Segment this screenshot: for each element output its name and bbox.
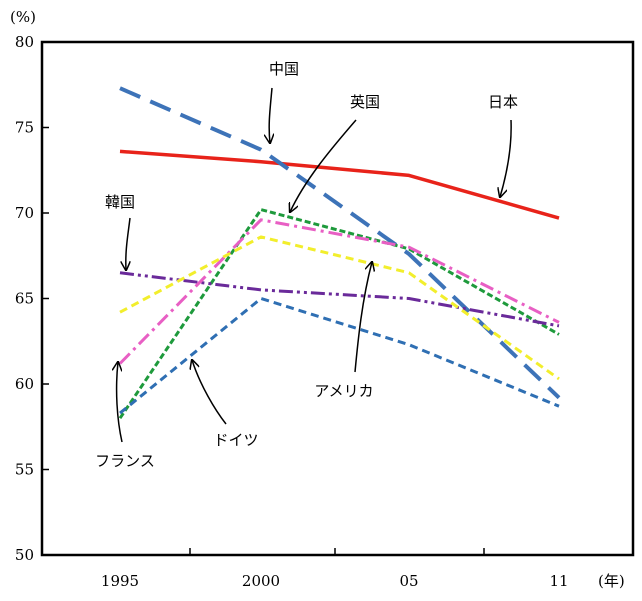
y-tick-label: 65: [15, 290, 34, 308]
series-line-6: [119, 297, 560, 415]
annotation-arrows: [117, 87, 512, 443]
annotation-arrow: [500, 119, 512, 197]
series-label-6: ドイツ: [213, 431, 258, 449]
series-line-2: [118, 208, 560, 420]
series-label-3: 韓国: [105, 193, 135, 211]
series-line-3: [119, 271, 560, 328]
series-label-2: 英国: [350, 93, 380, 111]
plot-frame: [40, 40, 635, 557]
annotation-arrow: [354, 262, 372, 373]
y-tick-label: 70: [15, 204, 34, 222]
axes: 50 55 60 65 70 75 80 (%) 1995 2000 05 11 (年): [10, 8, 635, 590]
y-tick-label: 55: [15, 461, 34, 479]
y-tick-label: 50: [15, 546, 34, 564]
series-lines: [118, 86, 561, 420]
annotation-arrow: [117, 362, 123, 443]
series-label-4: フランス: [95, 452, 155, 470]
y-tick-label: 60: [15, 375, 34, 393]
series-line-4: [118, 218, 560, 365]
x-unit-label: (年): [598, 572, 625, 590]
series-label-1: 中国: [269, 60, 299, 78]
series-line-0: [119, 149, 560, 220]
y-unit-label: (%): [10, 8, 36, 26]
y-tick-label: 80: [15, 33, 34, 51]
annotation-arrow: [269, 87, 272, 143]
series-line-1: [119, 86, 561, 400]
annotation-arrow: [126, 217, 130, 270]
x-tick-label: 11: [549, 572, 568, 590]
annotation-arrow: [290, 119, 357, 212]
annotation-arrow: [192, 360, 227, 425]
x-tick-label: 2000: [242, 572, 280, 590]
x-tick-label: 1995: [101, 572, 139, 590]
y-tick-label: 75: [15, 119, 34, 137]
x-tick-label: 05: [399, 572, 418, 590]
series-label-5: アメリカ: [314, 382, 373, 400]
series-line-5: [119, 235, 560, 381]
series-label-0: 日本: [488, 93, 518, 111]
